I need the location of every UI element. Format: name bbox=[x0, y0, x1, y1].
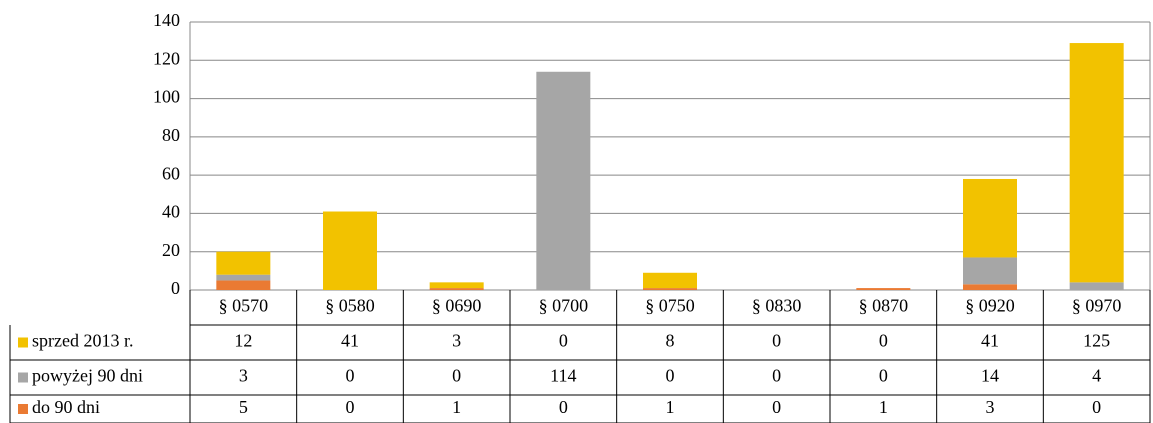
x-tick-label: § 0830 bbox=[752, 296, 802, 316]
bar-segment bbox=[1069, 43, 1124, 283]
bar-segment bbox=[536, 71, 591, 291]
x-tick-label: § 0750 bbox=[645, 296, 695, 316]
legend-label: sprzed 2013 r. bbox=[32, 331, 133, 351]
bar-segment bbox=[963, 178, 1017, 258]
table-value: 14 bbox=[981, 366, 999, 386]
bar-segment bbox=[963, 284, 1017, 290]
table-value: 0 bbox=[452, 366, 461, 386]
table-value: 41 bbox=[981, 331, 999, 351]
y-tick-label: 100 bbox=[153, 87, 180, 107]
table-value: 1 bbox=[879, 397, 888, 417]
bar-segment bbox=[856, 288, 911, 290]
table-value: 0 bbox=[346, 397, 355, 417]
x-tick-label: § 0870 bbox=[859, 296, 909, 316]
table-value: 0 bbox=[1092, 397, 1101, 417]
bar-segment bbox=[216, 280, 271, 290]
y-tick-label: 20 bbox=[162, 240, 180, 260]
x-tick-label: § 0690 bbox=[432, 296, 482, 316]
table-value: 0 bbox=[772, 366, 781, 386]
y-tick-label: 0 bbox=[171, 278, 180, 298]
x-tick-label: § 0570 bbox=[219, 296, 269, 316]
bar-segment bbox=[429, 282, 484, 289]
x-tick-label: § 0580 bbox=[325, 296, 375, 316]
table-value: 0 bbox=[879, 366, 888, 386]
table-value: 114 bbox=[550, 366, 576, 386]
table-value: 5 bbox=[239, 397, 248, 417]
bar-segment bbox=[216, 274, 271, 281]
legend-swatch bbox=[18, 337, 28, 348]
table-value: 1 bbox=[452, 397, 461, 417]
bar-segment bbox=[429, 288, 484, 290]
y-tick-label: 80 bbox=[162, 125, 180, 145]
bar-segment bbox=[963, 257, 1017, 285]
table-value: 0 bbox=[346, 366, 355, 386]
bar-segment bbox=[643, 272, 697, 289]
bar-segment bbox=[216, 251, 271, 275]
legend-label: do 90 dni bbox=[32, 397, 100, 417]
table-value: 3 bbox=[452, 331, 461, 351]
y-tick-label: 60 bbox=[162, 163, 180, 183]
y-tick-label: 40 bbox=[162, 202, 180, 222]
table-value: 0 bbox=[879, 331, 888, 351]
table-value: 0 bbox=[772, 397, 781, 417]
legend-swatch bbox=[18, 404, 28, 414]
table-value: 0 bbox=[666, 366, 675, 386]
table-value: 125 bbox=[1083, 331, 1110, 351]
table-value: 1 bbox=[666, 397, 675, 417]
x-tick-label: § 0920 bbox=[965, 296, 1015, 316]
table-value: 0 bbox=[559, 331, 568, 351]
table-value: 41 bbox=[341, 331, 359, 351]
x-tick-label: § 0970 bbox=[1072, 296, 1122, 316]
table-value: 3 bbox=[239, 366, 248, 386]
table-value: 3 bbox=[986, 397, 995, 417]
bar-segment bbox=[643, 288, 697, 290]
y-tick-label: 140 bbox=[153, 10, 180, 30]
legend-swatch bbox=[18, 372, 28, 383]
y-tick-label: 120 bbox=[153, 48, 180, 68]
legend-label: powyżej 90 dni bbox=[32, 366, 143, 386]
table-value: 0 bbox=[772, 331, 781, 351]
bar-segment bbox=[323, 211, 377, 290]
table-value: 12 bbox=[234, 331, 252, 351]
table-value: 0 bbox=[559, 397, 568, 417]
bar-segment bbox=[1069, 282, 1124, 290]
table-value: 8 bbox=[666, 331, 675, 351]
table-value: 4 bbox=[1092, 366, 1101, 386]
x-tick-label: § 0700 bbox=[539, 296, 589, 316]
